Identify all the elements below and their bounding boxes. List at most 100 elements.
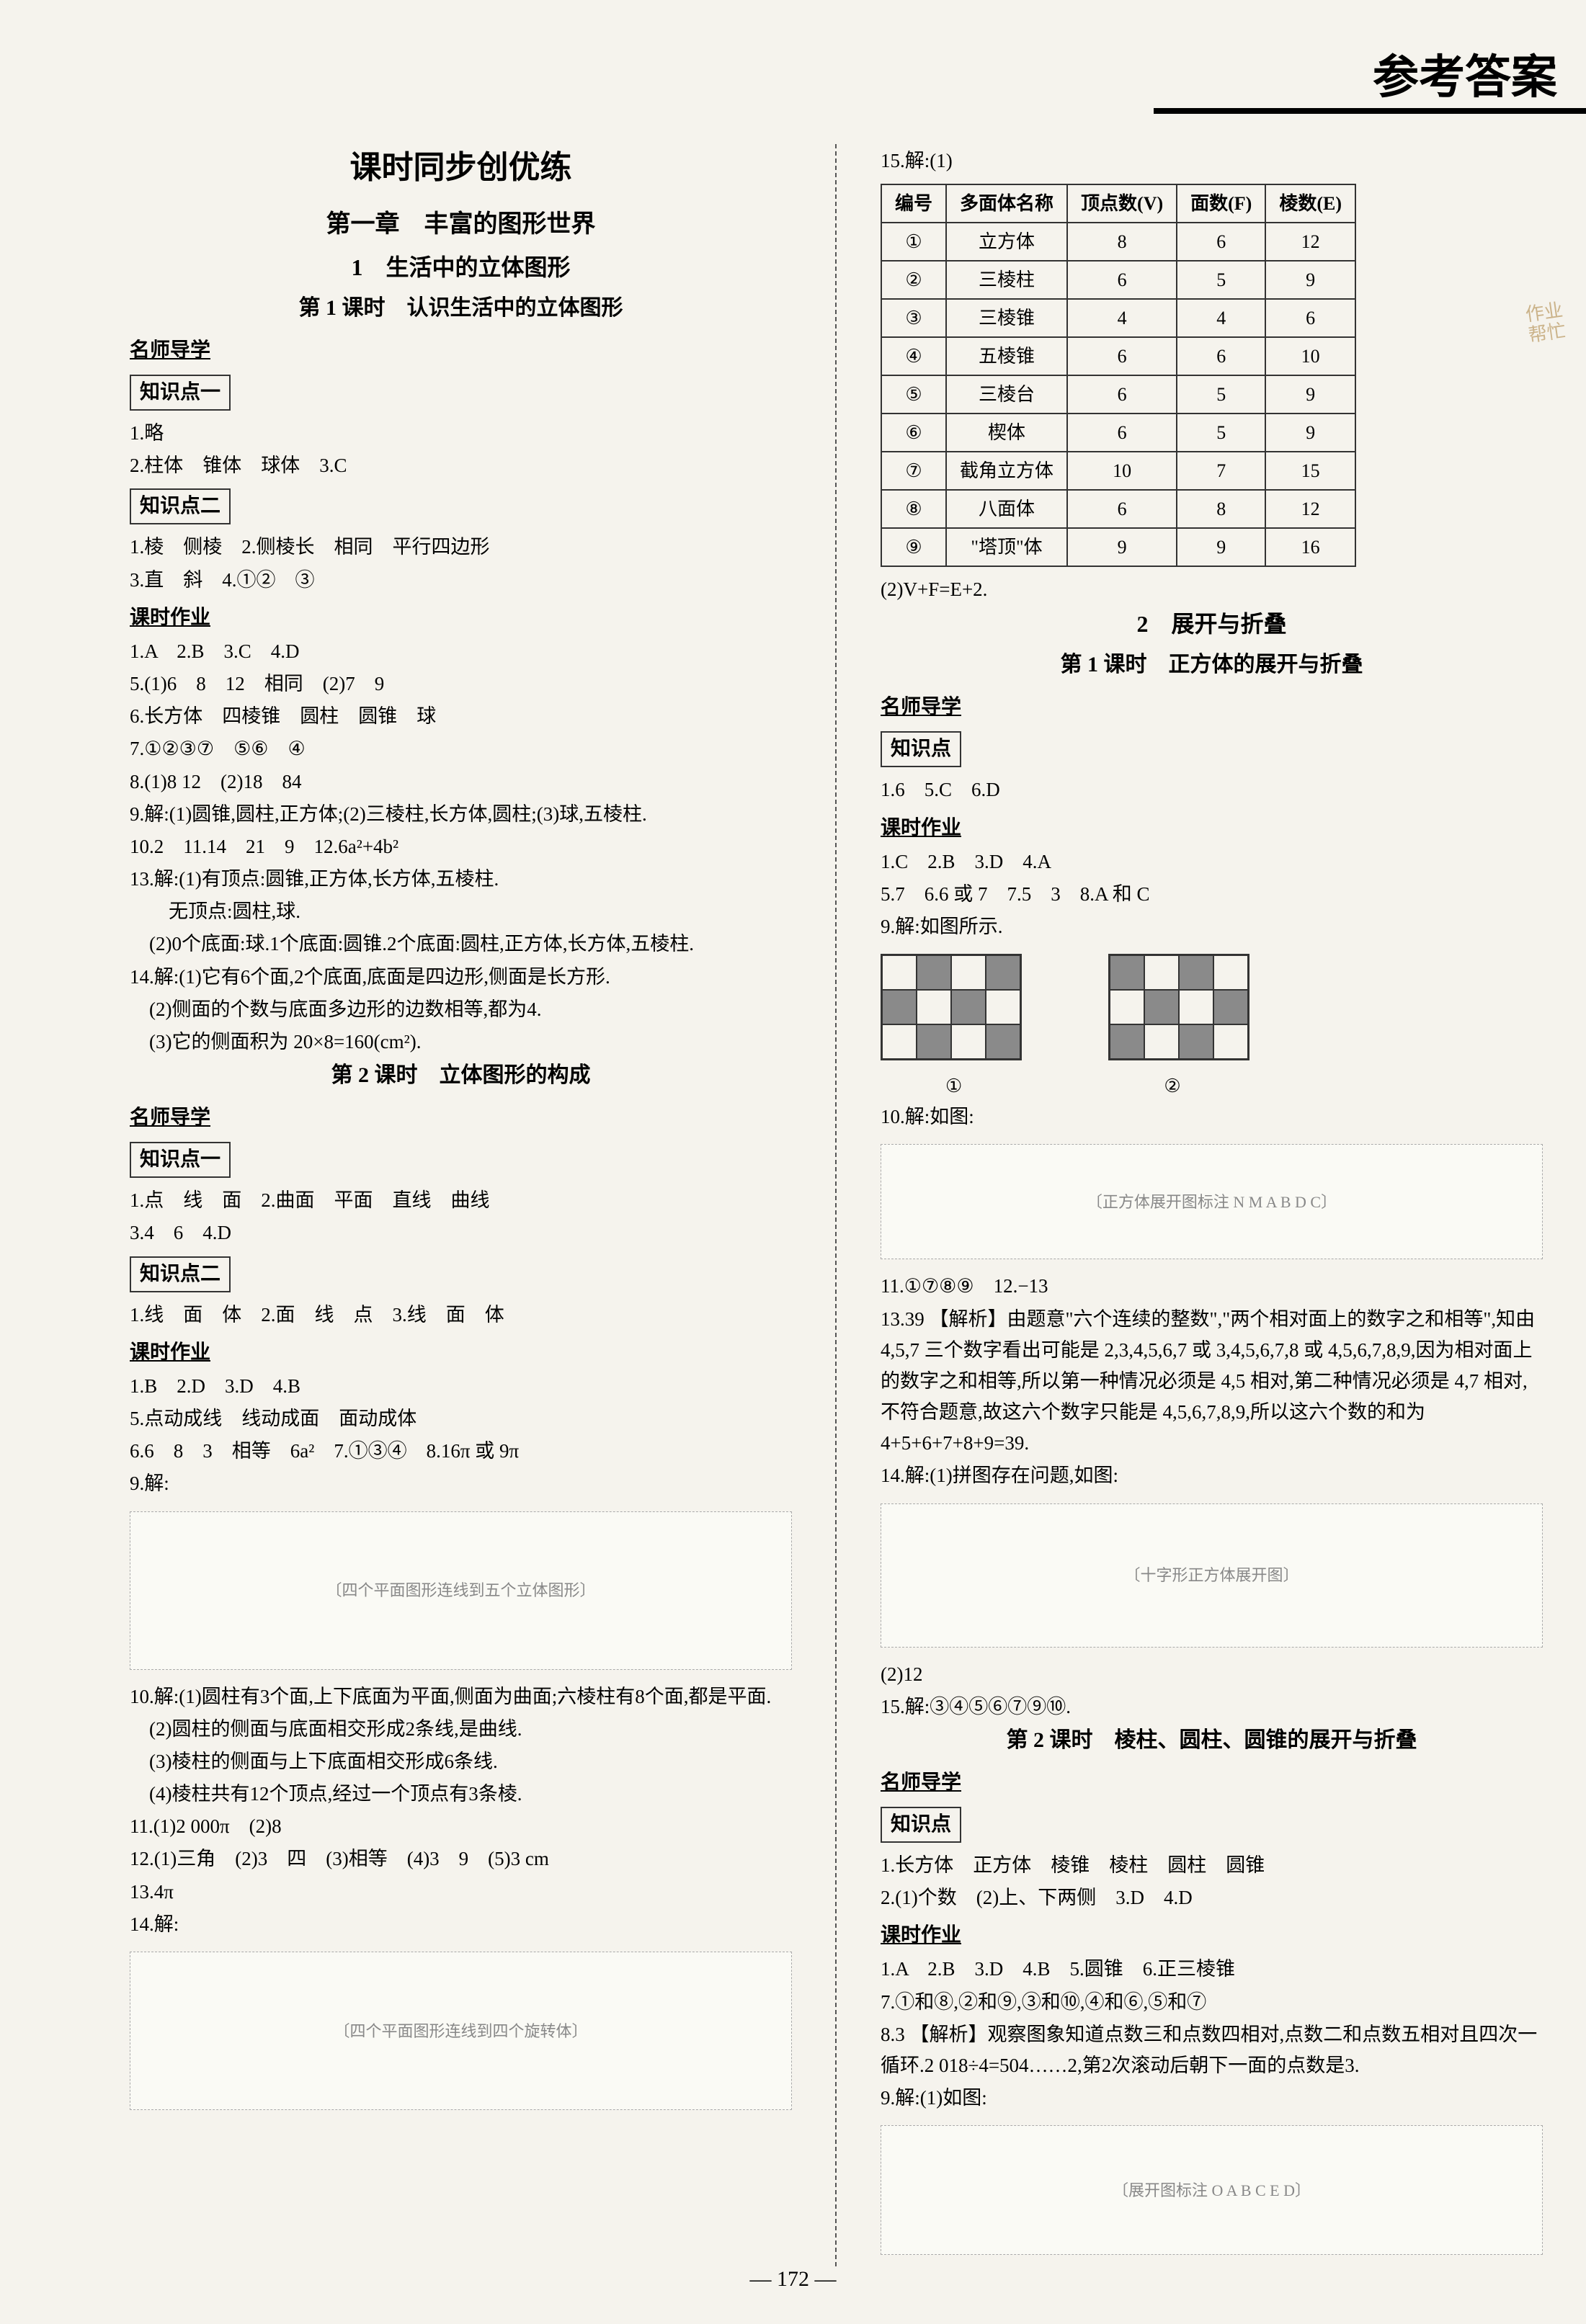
knowledge-point-1b: 知识点一 bbox=[130, 1142, 231, 1178]
knowledge-point: 知识点 bbox=[881, 1807, 961, 1843]
table-cell: 三棱柱 bbox=[946, 261, 1067, 299]
net-label-2: ② bbox=[1164, 1072, 1180, 1100]
figure-9-matching: 〔四个平面图形连线到五个立体图形〕 bbox=[130, 1511, 792, 1670]
answer-line: 1.点 线 面 2.曲面 平面 直线 曲线 bbox=[130, 1185, 792, 1216]
answer-line: 14.解: bbox=[130, 1909, 792, 1940]
table-cell: 9 bbox=[1177, 528, 1265, 566]
table-cell: 5 bbox=[1177, 414, 1265, 452]
lesson-title: 第 2 课时 棱柱、圆柱、圆锥的展开与折叠 bbox=[881, 1724, 1543, 1756]
table-cell: 6 bbox=[1177, 337, 1265, 375]
table-cell: 截角立方体 bbox=[946, 452, 1067, 490]
th-faces: 面数(F) bbox=[1177, 184, 1265, 223]
figure-14-cross-net: 〔十字形正方体展开图〕 bbox=[881, 1503, 1543, 1648]
table-cell: ⑧ bbox=[881, 490, 946, 528]
table-cell: 五棱锥 bbox=[946, 337, 1067, 375]
answer-line: 11.(1)2 000π (2)8 bbox=[130, 1811, 792, 1842]
watermark-stamp: 作业 帮忙 bbox=[1524, 300, 1567, 347]
homework-label: 课时作业 bbox=[881, 813, 1543, 844]
table-cell: 5 bbox=[1177, 375, 1265, 414]
table-cell: 9 bbox=[1265, 414, 1355, 452]
table-cell: 三棱锥 bbox=[946, 299, 1067, 337]
answer-line: (2)侧面的个数与底面多边形的边数相等,都为4. bbox=[130, 994, 792, 1025]
homework-label: 课时作业 bbox=[130, 1338, 792, 1368]
table-cell: 9 bbox=[1265, 375, 1355, 414]
answer-line: (3)它的侧面积为 20×8=160(cm²). bbox=[130, 1027, 792, 1058]
answer-line: 无顶点:圆柱,球. bbox=[130, 896, 792, 927]
answer-line: 1.A 2.B 3.C 4.D bbox=[130, 636, 792, 667]
page-content: 课时同步创优练 第一章 丰富的图形世界 1 生活中的立体图形 第 1 课时 认识… bbox=[0, 0, 1586, 2324]
answer-line: 1.A 2.B 3.D 4.B 5.圆锥 6.正三棱锥 bbox=[881, 1954, 1543, 1985]
answer-line: 11.①⑦⑧⑨ 12.−13 bbox=[881, 1271, 1543, 1302]
answer-line: 10.2 11.14 21 9 12.6a²+4b² bbox=[130, 831, 792, 862]
answer-line: 8.3 【解析】观察图象知道点数三和点数四相对,点数二和点数五相对且四次一循环.… bbox=[881, 2019, 1543, 2081]
knowledge-point-2: 知识点二 bbox=[130, 488, 231, 524]
answer-line: 2.柱体 锥体 球体 3.C bbox=[130, 450, 792, 481]
answer-line: 14.解:(1)拼图存在问题,如图: bbox=[881, 1460, 1543, 1491]
table-cell: 9 bbox=[1265, 261, 1355, 299]
page-number: — 172 — bbox=[750, 2263, 837, 2295]
knowledge-point-1: 知识点一 bbox=[130, 375, 231, 411]
table-cell: ③ bbox=[881, 299, 946, 337]
answer-line: 1.长方体 正方体 棱锥 棱柱 圆柱 圆锥 bbox=[881, 1850, 1543, 1881]
answer-line: 9.解:如图所示. bbox=[881, 911, 1543, 942]
table-header-row: 编号 多面体名称 顶点数(V) 面数(F) 棱数(E) bbox=[881, 184, 1355, 223]
teacher-guide-label: 名师导学 bbox=[130, 336, 792, 366]
figure-9b-net: 〔展开图标注 O A B C E D〕 bbox=[881, 2125, 1543, 2255]
table-row: ⑦截角立方体10715 bbox=[881, 452, 1355, 490]
table-cell: 12 bbox=[1265, 490, 1355, 528]
figure-10-net: 〔正方体展开图标注 N M A B D C〕 bbox=[881, 1144, 1543, 1259]
answer-line: (2)0个底面:球.1个底面:圆锥.2个底面:圆柱,正方体,长方体,五棱柱. bbox=[130, 929, 792, 960]
table-cell: 12 bbox=[1265, 223, 1355, 261]
figure-14-matching: 〔四个平面图形连线到四个旋转体〕 bbox=[130, 1952, 792, 2110]
table-cell: ⑤ bbox=[881, 375, 946, 414]
answer-line: 13.解:(1)有顶点:圆锥,正方体,长方体,五棱柱. bbox=[130, 864, 792, 895]
table-cell: 16 bbox=[1265, 528, 1355, 566]
answer-line: 7.①和⑧,②和⑨,③和⑩,④和⑥,⑤和⑦ bbox=[881, 1987, 1543, 2018]
table-cell: 5 bbox=[1177, 261, 1265, 299]
answer-line: 7.①②③⑦ ⑤⑥ ④ bbox=[130, 733, 792, 764]
table-row: ④五棱锥6610 bbox=[881, 337, 1355, 375]
answer-line: (2)12 bbox=[881, 1659, 1543, 1690]
main-title: 课时同步创优练 bbox=[130, 144, 792, 192]
knowledge-point: 知识点 bbox=[881, 731, 961, 767]
answer-line: 5.点动成线 线动成面 面动成体 bbox=[130, 1403, 792, 1434]
table-cell: 10 bbox=[1265, 337, 1355, 375]
knowledge-point-2b: 知识点二 bbox=[130, 1256, 231, 1292]
table-cell: 楔体 bbox=[946, 414, 1067, 452]
answer-line: 9.解:(1)如图: bbox=[881, 2083, 1543, 2114]
answer-line: 3.4 6 4.D bbox=[130, 1217, 792, 1248]
right-column: 15.解:(1) 编号 多面体名称 顶点数(V) 面数(F) 棱数(E) ①立方… bbox=[881, 144, 1543, 2266]
answer-line: 15.解:(1) bbox=[881, 146, 1543, 176]
lesson-title: 第 2 课时 立体图形的构成 bbox=[130, 1059, 792, 1091]
table-row: ⑤三棱台659 bbox=[881, 375, 1355, 414]
answer-line: 6.长方体 四棱锥 圆柱 圆锥 球 bbox=[130, 701, 792, 732]
table-cell: 6 bbox=[1067, 261, 1177, 299]
column-divider bbox=[835, 144, 837, 2266]
table-row: ⑧八面体6812 bbox=[881, 490, 1355, 528]
table-cell: ① bbox=[881, 223, 946, 261]
cube-nets bbox=[881, 954, 1543, 1060]
table-cell: 6 bbox=[1067, 490, 1177, 528]
table-cell: 立方体 bbox=[946, 223, 1067, 261]
answer-line: 13.39 【解析】由题意"六个连续的整数","两个相对面上的数字之和相等",知… bbox=[881, 1304, 1543, 1460]
table-cell: "塔顶"体 bbox=[946, 528, 1067, 566]
table-row: ⑥楔体659 bbox=[881, 414, 1355, 452]
polyhedra-table: 编号 多面体名称 顶点数(V) 面数(F) 棱数(E) ①立方体8612②三棱柱… bbox=[881, 184, 1356, 567]
table-cell: 7 bbox=[1177, 452, 1265, 490]
table-cell: 6 bbox=[1265, 299, 1355, 337]
table-cell: 6 bbox=[1177, 223, 1265, 261]
answer-line: (4)棱柱共有12个顶点,经过一个顶点有3条棱. bbox=[130, 1779, 792, 1810]
table-cell: ② bbox=[881, 261, 946, 299]
answer-line: 13.4π bbox=[130, 1877, 792, 1908]
table-cell: 4 bbox=[1067, 299, 1177, 337]
table-cell: 15 bbox=[1265, 452, 1355, 490]
page-header: 参考答案 bbox=[1373, 43, 1557, 112]
chapter-title: 第一章 丰富的图形世界 bbox=[130, 206, 792, 243]
answer-line: 1.棱 侧棱 2.侧棱长 相同 平行四边形 bbox=[130, 532, 792, 563]
answer-line: 5.(1)6 8 12 相同 (2)7 9 bbox=[130, 669, 792, 700]
table-cell: 8 bbox=[1067, 223, 1177, 261]
answer-line: 1.B 2.D 3.D 4.B bbox=[130, 1371, 792, 1402]
cube-net-1 bbox=[881, 954, 1022, 1060]
th-name: 多面体名称 bbox=[946, 184, 1067, 223]
answer-line: 9.解: bbox=[130, 1468, 792, 1499]
